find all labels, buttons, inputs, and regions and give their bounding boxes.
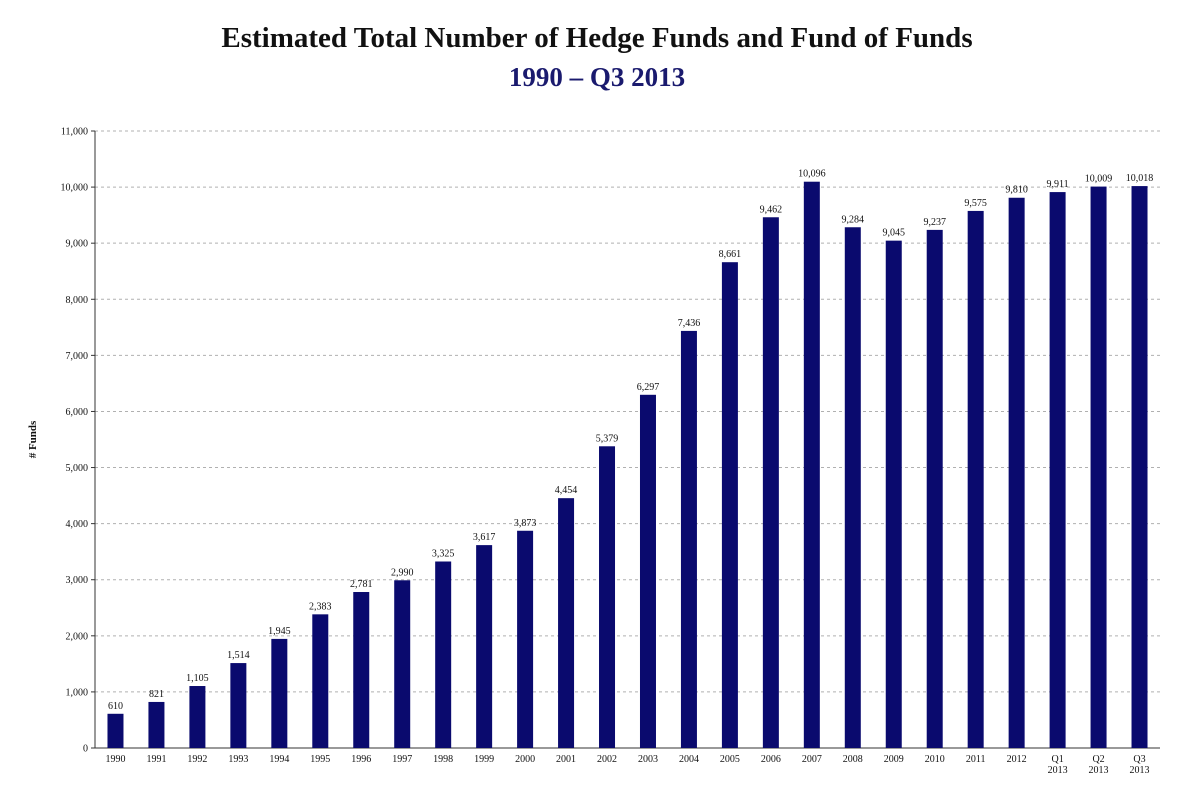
- data-label: 9,284: [842, 214, 865, 225]
- x-tick-label: 1990: [105, 754, 125, 765]
- y-axis-label: # Funds: [27, 420, 39, 458]
- y-tick-label: 6,000: [66, 407, 89, 418]
- x-tick-label: 2012: [1007, 754, 1027, 765]
- y-tick-label: 10,000: [61, 183, 89, 194]
- y-tick-label: 3,000: [66, 575, 89, 586]
- bar: [926, 229, 943, 748]
- data-label: 9,911: [1047, 179, 1069, 190]
- bar: [803, 181, 820, 748]
- bar: [476, 545, 493, 748]
- data-label: 3,873: [514, 518, 537, 529]
- data-label: 2,383: [309, 601, 332, 612]
- bar: [353, 592, 370, 748]
- bar: [762, 217, 779, 748]
- data-label: 9,237: [923, 217, 946, 228]
- x-tick-label: 2000: [515, 754, 535, 765]
- bar: [885, 240, 902, 749]
- x-tick-label: 1998: [433, 754, 453, 765]
- data-label: 1,514: [227, 650, 250, 661]
- data-label: 2,781: [350, 579, 373, 590]
- bar: [271, 638, 288, 748]
- x-tick-label: 2011: [966, 754, 986, 765]
- x-tick-label: 1995: [310, 754, 330, 765]
- data-label: 10,018: [1126, 173, 1154, 184]
- bar: [967, 210, 984, 748]
- bar: [394, 580, 411, 748]
- bar: [435, 561, 452, 748]
- bar: [1049, 192, 1066, 748]
- data-label: 8,661: [719, 249, 742, 260]
- x-tick-label: 2005: [720, 754, 740, 765]
- bar: [1131, 186, 1148, 748]
- x-tick-label: 1994: [269, 754, 289, 765]
- data-label: 6,297: [637, 382, 660, 393]
- y-tick-label: 8,000: [66, 295, 89, 306]
- x-tick-label: 2013: [1089, 765, 1109, 776]
- bar: [599, 446, 616, 748]
- bar: [1090, 186, 1107, 749]
- x-tick-label: 1999: [474, 754, 494, 765]
- y-tick-label: 7,000: [66, 351, 89, 362]
- bar: [148, 701, 165, 748]
- x-tick-label: 2006: [761, 754, 781, 765]
- data-label: 1,105: [186, 673, 209, 684]
- chart-subtitle: 1990 – Q3 2013: [508, 62, 686, 92]
- data-label: 9,462: [760, 204, 783, 215]
- y-tick-label: 5,000: [66, 463, 89, 474]
- chart-title: Estimated Total Number of Hedge Funds an…: [221, 22, 973, 54]
- data-label: 9,575: [964, 198, 987, 209]
- bar: [107, 713, 124, 748]
- x-tick-label: 2001: [556, 754, 576, 765]
- bar: [230, 663, 247, 748]
- x-tick-label: 2010: [925, 754, 945, 765]
- data-label: 9,810: [1005, 185, 1028, 196]
- y-tick-label: 11,000: [61, 127, 88, 138]
- data-label: 3,617: [473, 532, 496, 543]
- x-tick-label: 2004: [679, 754, 699, 765]
- y-tick-label: 1,000: [66, 687, 89, 698]
- x-tick-label: 1996: [351, 754, 371, 765]
- x-tick-label: Q2: [1092, 754, 1104, 765]
- x-tick-label: 1991: [146, 754, 166, 765]
- y-tick-label: 4,000: [66, 519, 89, 530]
- data-label: 610: [108, 701, 123, 712]
- x-tick-label: 1992: [187, 754, 207, 765]
- data-label: 4,454: [555, 485, 578, 496]
- x-tick-label: 2013: [1130, 765, 1150, 776]
- y-tick-label: 9,000: [66, 239, 89, 250]
- bar: [680, 330, 697, 748]
- x-tick-label: 1997: [392, 754, 412, 765]
- x-tick-label: Q3: [1133, 754, 1145, 765]
- data-label: 9,045: [883, 228, 906, 239]
- data-label: 7,436: [678, 318, 701, 329]
- data-label: 2,990: [391, 567, 414, 578]
- x-tick-label: 2007: [802, 754, 822, 765]
- data-label: 5,379: [596, 433, 619, 444]
- data-label: 10,096: [798, 169, 826, 180]
- bar: [721, 262, 738, 748]
- bar: [189, 686, 206, 748]
- data-label: 10,009: [1085, 174, 1113, 185]
- x-tick-label: 2008: [843, 754, 863, 765]
- bar: [558, 498, 575, 748]
- bar: [312, 614, 329, 748]
- y-tick-label: 2,000: [66, 631, 89, 642]
- bar: [517, 530, 534, 748]
- x-tick-label: 2013: [1048, 765, 1068, 776]
- x-tick-label: Q1: [1051, 754, 1063, 765]
- data-label: 3,325: [432, 548, 455, 559]
- x-tick-label: 2003: [638, 754, 658, 765]
- bar: [844, 227, 861, 748]
- x-tick-label: 2009: [884, 754, 904, 765]
- data-label: 1,945: [268, 626, 291, 637]
- y-tick-label: 0: [83, 744, 88, 755]
- bar: [1008, 197, 1025, 749]
- x-tick-label: 1993: [228, 754, 248, 765]
- bar: [639, 394, 656, 748]
- x-tick-label: 2002: [597, 754, 617, 765]
- data-label: 821: [149, 689, 164, 700]
